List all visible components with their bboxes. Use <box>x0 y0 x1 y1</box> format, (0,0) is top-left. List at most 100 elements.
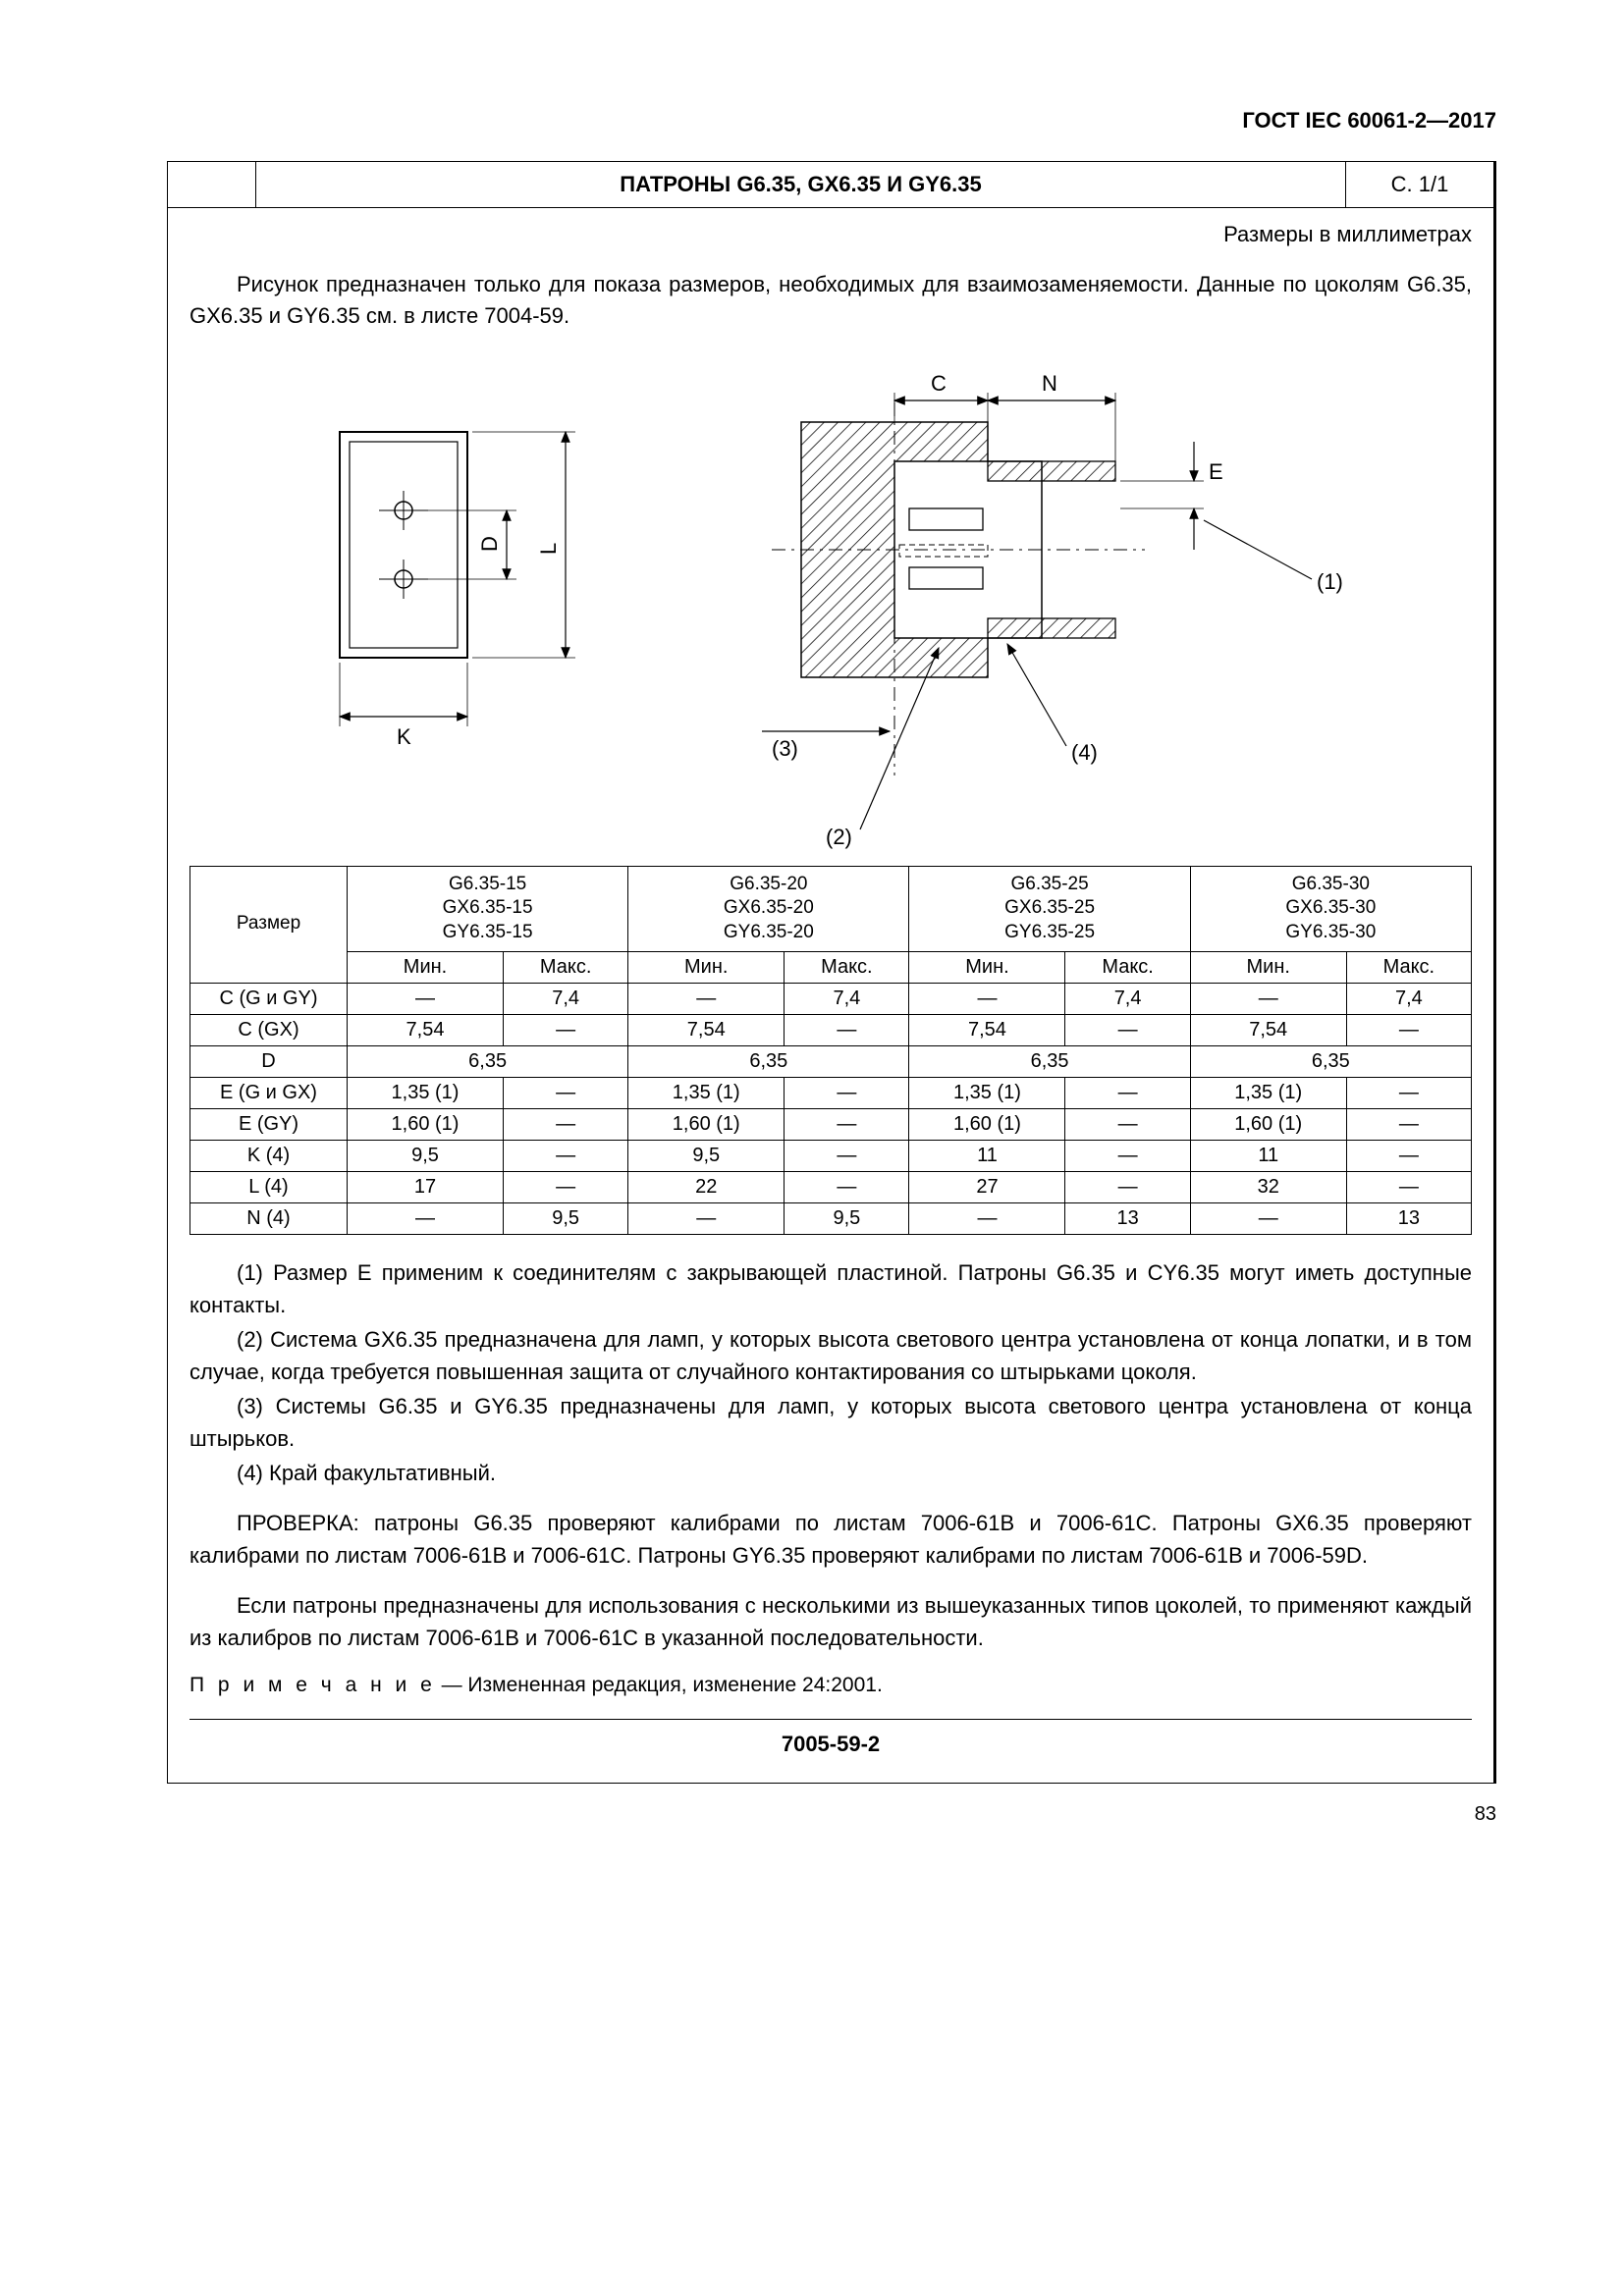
row-label: N (4) <box>190 1202 348 1234</box>
units-note: Размеры в миллиметрах <box>189 222 1472 247</box>
cell: 13 <box>1065 1202 1190 1234</box>
cell: — <box>785 1171 909 1202</box>
cell-merged: 6,35 <box>348 1045 628 1077</box>
row-label: E (G и GX) <box>190 1077 348 1108</box>
label-d: D <box>477 536 502 552</box>
table-row: D6,356,356,356,35 <box>190 1045 1472 1077</box>
sub-max: Макс. <box>785 951 909 983</box>
cell: 7,54 <box>348 1014 504 1045</box>
row-label: D <box>190 1045 348 1077</box>
cell-merged: 6,35 <box>628 1045 909 1077</box>
row-label: C (G и GY) <box>190 983 348 1014</box>
cell: — <box>1065 1014 1190 1045</box>
cell: 7,54 <box>628 1014 785 1045</box>
front-view: D L K <box>340 432 575 749</box>
sub-max: Макс. <box>1346 951 1471 983</box>
cell: 1,35 (1) <box>1190 1077 1346 1108</box>
cell: 7,4 <box>504 983 628 1014</box>
cell: 7,4 <box>1346 983 1471 1014</box>
group-header-2: G6.35-25 GX6.35-25 GY6.35-25 <box>909 866 1190 951</box>
cell: — <box>1065 1140 1190 1171</box>
cell: 1,60 (1) <box>909 1108 1065 1140</box>
dimensions-table: Размер G6.35-15 GX6.35-15 GY6.35-15 G6.3… <box>189 866 1472 1235</box>
cell: 27 <box>909 1171 1065 1202</box>
cell-merged: 6,35 <box>909 1045 1190 1077</box>
label-c: C <box>931 371 947 396</box>
row-label: K (4) <box>190 1140 348 1171</box>
cell: — <box>909 983 1065 1014</box>
cell: 1,35 (1) <box>628 1077 785 1108</box>
ref-1: (1) <box>1317 569 1343 594</box>
verification-paragraph-1: ПРОВЕРКА: патроны G6.35 проверяют калибр… <box>189 1507 1472 1572</box>
ref-3: (3) <box>772 736 798 761</box>
sub-min: Мин. <box>909 951 1065 983</box>
cell: 7,54 <box>909 1014 1065 1045</box>
page-number: 83 <box>167 1803 1496 1826</box>
title-row: ПАТРОНЫ G6.35, GX6.35 И GY6.35 С. 1/1 <box>168 162 1493 208</box>
group-header-0: G6.35-15 GX6.35-15 GY6.35-15 <box>348 866 628 951</box>
table-header-row-1: Размер G6.35-15 GX6.35-15 GY6.35-15 G6.3… <box>190 866 1472 951</box>
cell: 9,5 <box>348 1140 504 1171</box>
cell: 1,35 (1) <box>909 1077 1065 1108</box>
doc-header: ГОСТ IEC 60061-2—2017 <box>167 108 1496 133</box>
sub-max: Макс. <box>504 951 628 983</box>
cell: — <box>1346 1077 1471 1108</box>
sub-max: Макс. <box>1065 951 1190 983</box>
cell: — <box>504 1108 628 1140</box>
cell: — <box>785 1140 909 1171</box>
cell: — <box>1346 1140 1471 1171</box>
table-row: E (GY)1,60 (1)—1,60 (1)—1,60 (1)—1,60 (1… <box>190 1108 1472 1140</box>
cell: 1,60 (1) <box>348 1108 504 1140</box>
cell: 22 <box>628 1171 785 1202</box>
verification-paragraph-2: Если патроны предназначены для использов… <box>189 1589 1472 1654</box>
cell: — <box>504 1077 628 1108</box>
cell: — <box>1346 1014 1471 1045</box>
cell: — <box>1190 1202 1346 1234</box>
table-row: C (GX)7,54—7,54—7,54—7,54— <box>190 1014 1472 1045</box>
cell: 7,4 <box>785 983 909 1014</box>
table-row: E (G и GX)1,35 (1)—1,35 (1)—1,35 (1)—1,3… <box>190 1077 1472 1108</box>
table-body: C (G и GY)—7,4—7,4—7,4—7,4C (GX)7,54—7,5… <box>190 983 1472 1234</box>
label-l: L <box>536 543 561 555</box>
cell: — <box>504 1140 628 1171</box>
inner-body: Размеры в миллиметрах Рисунок предназнач… <box>168 208 1493 1783</box>
table-row: K (4)9,5—9,5—11—11— <box>190 1140 1472 1171</box>
table-row: N (4)—9,5—9,5—13—13 <box>190 1202 1472 1234</box>
cell: 7,54 <box>1190 1014 1346 1045</box>
cell: — <box>1346 1171 1471 1202</box>
sheet-number: 7005-59-2 <box>189 1719 1472 1769</box>
cell: — <box>785 1077 909 1108</box>
cell-merged: 6,35 <box>1190 1045 1471 1077</box>
ref-4: (4) <box>1071 740 1098 765</box>
cell: — <box>1346 1108 1471 1140</box>
intro-text: Рисунок предназначен только для показа р… <box>189 272 1472 328</box>
cell: — <box>785 1014 909 1045</box>
note-4: (4) Край факультативный. <box>237 1461 496 1485</box>
label-n: N <box>1042 371 1057 396</box>
footnotes: (1) Размер E применим к соединителям с з… <box>189 1256 1472 1489</box>
sub-min: Мин. <box>628 951 785 983</box>
cell: 11 <box>909 1140 1065 1171</box>
section-view: C N E (1) <box>762 371 1343 849</box>
content-frame: ПАТРОНЫ G6.35, GX6.35 И GY6.35 С. 1/1 Ра… <box>167 161 1496 1784</box>
label-k: K <box>397 724 411 749</box>
cell: — <box>909 1202 1065 1234</box>
group-header-3: G6.35-30 GX6.35-30 GY6.35-30 <box>1190 866 1471 951</box>
cell: 9,5 <box>504 1202 628 1234</box>
cell: 7,4 <box>1065 983 1190 1014</box>
cell: 13 <box>1346 1202 1471 1234</box>
cell: 1,35 (1) <box>348 1077 504 1108</box>
cell: — <box>785 1108 909 1140</box>
cell: — <box>1065 1077 1190 1108</box>
note-2: (2) Система GX6.35 предназначена для лам… <box>189 1327 1472 1384</box>
row-label: E (GY) <box>190 1108 348 1140</box>
technical-diagram: D L K <box>189 353 1472 854</box>
cell: — <box>348 983 504 1014</box>
note-3: (3) Системы G6.35 и GY6.35 предназначены… <box>189 1394 1472 1451</box>
cell: 1,60 (1) <box>1190 1108 1346 1140</box>
cell: — <box>1190 983 1346 1014</box>
cell: — <box>1065 1171 1190 1202</box>
cell: — <box>504 1014 628 1045</box>
ref-2: (2) <box>826 825 852 849</box>
sub-min: Мин. <box>1190 951 1346 983</box>
